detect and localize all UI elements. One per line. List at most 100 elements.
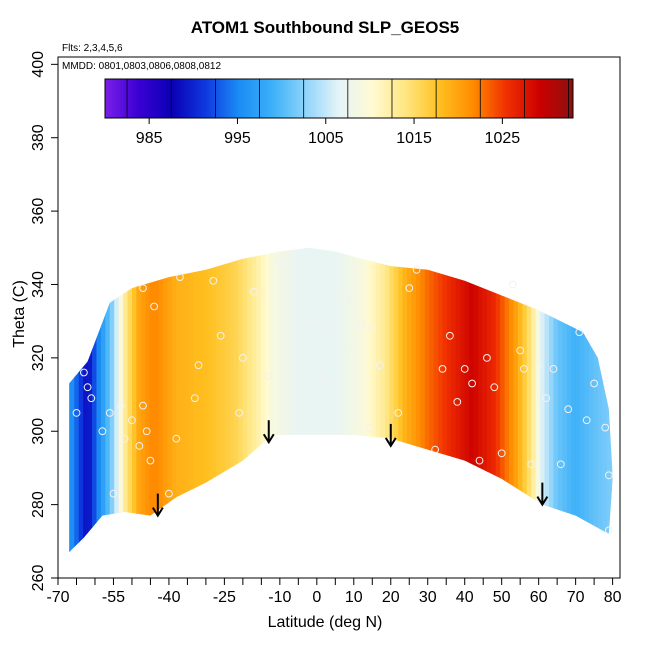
field-column xyxy=(535,247,541,553)
field-column xyxy=(526,247,532,553)
field-column xyxy=(207,247,213,553)
observation-markers xyxy=(72,258,613,535)
x-tick-label: 20 xyxy=(382,589,400,606)
field-column xyxy=(367,247,373,553)
y-axis: 260 280 300 320 340 360 380 400 xyxy=(30,51,58,591)
field-column xyxy=(149,247,155,553)
x-axis-label: Latitude (deg N) xyxy=(267,614,383,631)
field-column xyxy=(438,247,444,553)
observation-point xyxy=(542,394,550,403)
field-column xyxy=(424,247,430,553)
observation-point xyxy=(139,284,147,293)
observation-point xyxy=(394,409,403,417)
field-column xyxy=(415,247,421,553)
field-column xyxy=(202,247,208,553)
observation-point xyxy=(250,287,258,296)
field-column xyxy=(256,247,262,553)
observation-point xyxy=(534,361,543,370)
field-column xyxy=(517,247,523,553)
field-column xyxy=(194,247,200,553)
field-column xyxy=(74,247,80,553)
observation-point xyxy=(305,317,314,326)
observation-point xyxy=(194,361,203,370)
observation-point xyxy=(264,372,273,381)
x-tick-label: 40 xyxy=(456,589,474,606)
down-arrow-icon xyxy=(536,482,549,507)
observation-point xyxy=(575,328,584,337)
field-column xyxy=(198,247,204,553)
observation-point xyxy=(80,368,88,377)
field-column xyxy=(398,247,404,553)
observation-point xyxy=(83,383,92,392)
y-tick-label: 360 xyxy=(30,198,47,225)
observation-point xyxy=(117,401,125,410)
field-column xyxy=(389,247,395,553)
observation-point xyxy=(556,460,565,469)
slp-field xyxy=(69,247,613,553)
colorbar: 985 995 1005 1015 1025 xyxy=(104,78,574,147)
observation-point xyxy=(320,376,329,384)
field-column xyxy=(597,247,603,553)
field-column xyxy=(606,247,612,553)
observation-point xyxy=(142,427,151,436)
field-column xyxy=(611,247,613,553)
field-column xyxy=(154,247,160,553)
field-column xyxy=(513,247,519,553)
field-column xyxy=(287,247,293,553)
observation-point xyxy=(438,365,447,373)
field-column xyxy=(331,247,337,553)
observation-point xyxy=(176,273,184,282)
field-column xyxy=(411,247,417,553)
field-column xyxy=(544,247,550,553)
field-column xyxy=(504,247,510,553)
field-column xyxy=(557,247,563,553)
field-column xyxy=(562,247,568,553)
field-column xyxy=(473,247,479,553)
field-column xyxy=(464,247,470,553)
colorbar-gradient xyxy=(105,79,573,118)
field-column xyxy=(358,247,364,553)
observation-point xyxy=(239,354,247,362)
observation-point xyxy=(375,361,384,370)
plot-frame xyxy=(57,56,621,579)
field-column xyxy=(216,247,222,553)
observation-point xyxy=(72,409,81,417)
x-axis: -70 -55 -40 -25 -10 0 10 20 30 40 50 60 70 80 xyxy=(46,578,622,606)
field-column xyxy=(375,247,382,553)
observation-point xyxy=(216,331,225,340)
observation-point xyxy=(520,365,528,373)
field-column xyxy=(83,247,89,553)
field-column xyxy=(136,247,142,553)
field-column xyxy=(273,247,279,553)
field-column xyxy=(251,247,257,553)
observation-point xyxy=(235,409,244,417)
field-column xyxy=(300,247,306,553)
observation-point xyxy=(327,427,336,436)
observation-point xyxy=(590,379,598,388)
observation-point xyxy=(460,365,469,373)
field-column xyxy=(549,247,555,553)
observation-point xyxy=(483,354,491,362)
observation-point xyxy=(120,434,129,443)
y-tick-label: 400 xyxy=(30,51,47,78)
observation-point xyxy=(453,398,462,406)
field-column xyxy=(211,247,217,553)
field-column xyxy=(313,247,319,553)
field-column xyxy=(393,247,399,553)
field-column xyxy=(429,247,435,553)
arrow-head xyxy=(151,507,164,518)
observation-point xyxy=(516,346,525,355)
field-column xyxy=(296,247,302,553)
field-column xyxy=(353,247,359,553)
field-column xyxy=(123,247,129,553)
x-tick-label: -70 xyxy=(46,589,69,606)
field-column xyxy=(336,247,342,553)
field-column xyxy=(446,247,452,553)
observation-point xyxy=(497,449,506,458)
field-column xyxy=(442,247,448,553)
field-column xyxy=(469,247,475,553)
observation-point xyxy=(342,346,351,355)
y-tick-label: 380 xyxy=(30,124,47,151)
observation-point xyxy=(209,276,218,285)
